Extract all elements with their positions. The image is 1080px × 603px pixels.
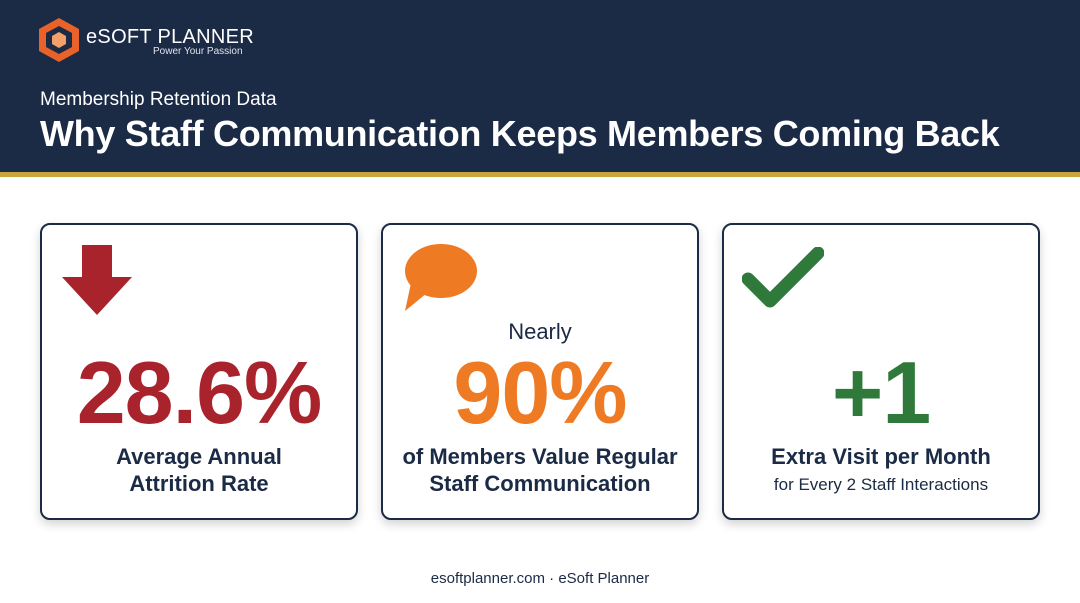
stat-card: Nearly 90% of Members Value Regular Staf…	[381, 223, 699, 520]
down-arrow-icon	[62, 245, 132, 315]
stat-note: for Every 2 Staff Interactions	[773, 475, 989, 494]
speech-icon	[405, 244, 477, 311]
brand: eSOFT PLANNER	[86, 26, 255, 48]
stat: 28.6%	[76, 343, 323, 442]
header: eSOFT PLANNER Power Your Passion Members…	[0, 0, 1080, 172]
stat: +1	[831, 343, 931, 442]
stat-card: +1 Extra Visit per Month for Every 2 Sta…	[722, 223, 1040, 520]
tagline: Power Your Passion	[153, 46, 243, 57]
stat-label: Average Annual Attrition Rate	[116, 444, 282, 496]
footer: esoftplanner.com · eSoft Planner	[430, 570, 650, 587]
stat-label: of Members Value Regular Staff Communica…	[402, 444, 678, 496]
accent-line	[0, 172, 1080, 177]
check-icon	[742, 247, 824, 308]
stat-card: 28.6% Average Annual Attrition Rate	[40, 223, 358, 520]
title: Why Staff Communication Keeps Members Co…	[40, 113, 1000, 154]
stat: 90%	[453, 343, 627, 442]
subtitle: Membership Retention Data	[40, 89, 277, 110]
stat-label: Extra Visit per Month	[771, 444, 991, 469]
logo	[39, 18, 79, 62]
stat-prefix: Nearly	[508, 319, 572, 344]
